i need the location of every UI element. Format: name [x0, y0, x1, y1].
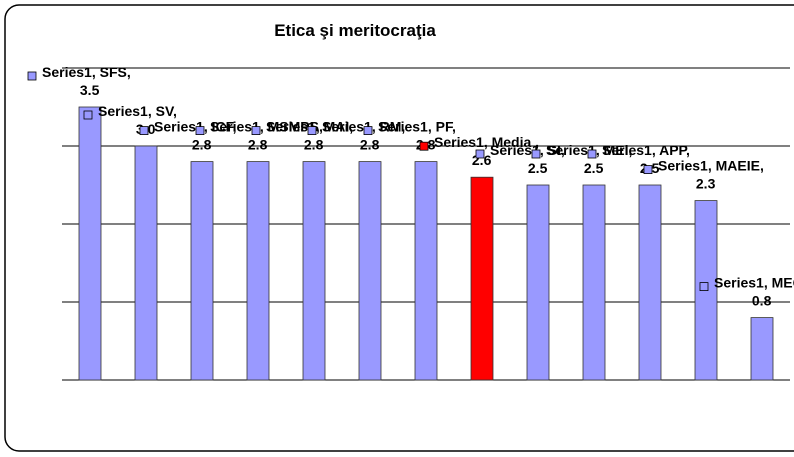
- label-key: [139, 126, 149, 135]
- data-label: Series1, Media , 2.6: [434, 134, 539, 168]
- data-label-line: 2.5: [580, 160, 604, 176]
- data-label-line: Series1, Media ,: [434, 134, 539, 150]
- bar: [582, 184, 606, 381]
- label-key: [587, 149, 597, 159]
- data-label-line: 3.5: [76, 82, 100, 98]
- label-key: [531, 149, 541, 159]
- bar: [638, 184, 662, 381]
- bar: [246, 161, 270, 381]
- data-label: Series1, ICF, 2.8: [154, 119, 237, 153]
- data-label: Series1, SFS, 3.5: [42, 64, 131, 98]
- data-label-line: Series1, APP,: [602, 142, 690, 158]
- data-label-line: Series1, SV,: [98, 103, 177, 119]
- label-key: [307, 126, 317, 135]
- data-label-line: 2.6: [468, 152, 492, 168]
- data-label-line: Series1, MECC,: [714, 275, 794, 291]
- data-label: Series1, MAEIE, 2.3: [658, 158, 764, 192]
- data-label-line: 2.8: [300, 137, 324, 153]
- label-key: [699, 282, 709, 292]
- label-key: [363, 126, 373, 135]
- data-label-line: Series1, PF,: [378, 119, 456, 135]
- bar: [358, 161, 382, 381]
- data-label-line: 2.8: [244, 137, 268, 153]
- label-key: [195, 126, 205, 135]
- bar: [526, 184, 550, 381]
- data-label-line: 2.5: [524, 160, 548, 176]
- label-key: [27, 71, 37, 81]
- bar: [78, 106, 102, 381]
- data-label-line: Series1, SI,: [490, 142, 565, 158]
- bar: [470, 176, 494, 381]
- bar: [750, 317, 774, 381]
- bar: [302, 161, 326, 381]
- bar: [134, 145, 158, 381]
- data-label: Series1, MECC, 0.8: [714, 275, 794, 309]
- data-label-line: Series1, SFS,: [42, 64, 131, 80]
- bar: [190, 161, 214, 381]
- data-label-line: 2.3: [692, 176, 716, 192]
- data-label-line: 2.8: [356, 137, 380, 153]
- label-key: [475, 149, 485, 159]
- data-label-line: Series1, MAEIE,: [658, 158, 764, 174]
- data-label-line: 2.8: [188, 137, 212, 153]
- data-label-line: 0.8: [748, 293, 772, 309]
- data-label-line: Series1, MSMPS,: [210, 119, 323, 135]
- data-label-line: Series1, ICF,: [154, 119, 237, 135]
- label-key: [251, 126, 261, 135]
- label-key: [419, 141, 429, 151]
- bar: [414, 161, 438, 381]
- label-key: [643, 165, 653, 175]
- data-label: Series1, MSMPS, 2.8: [210, 119, 323, 153]
- data-label: Series1, SI, 2.5: [490, 142, 565, 176]
- chart-title: Etica şi meritocraţia: [274, 21, 436, 40]
- label-key: [83, 110, 93, 120]
